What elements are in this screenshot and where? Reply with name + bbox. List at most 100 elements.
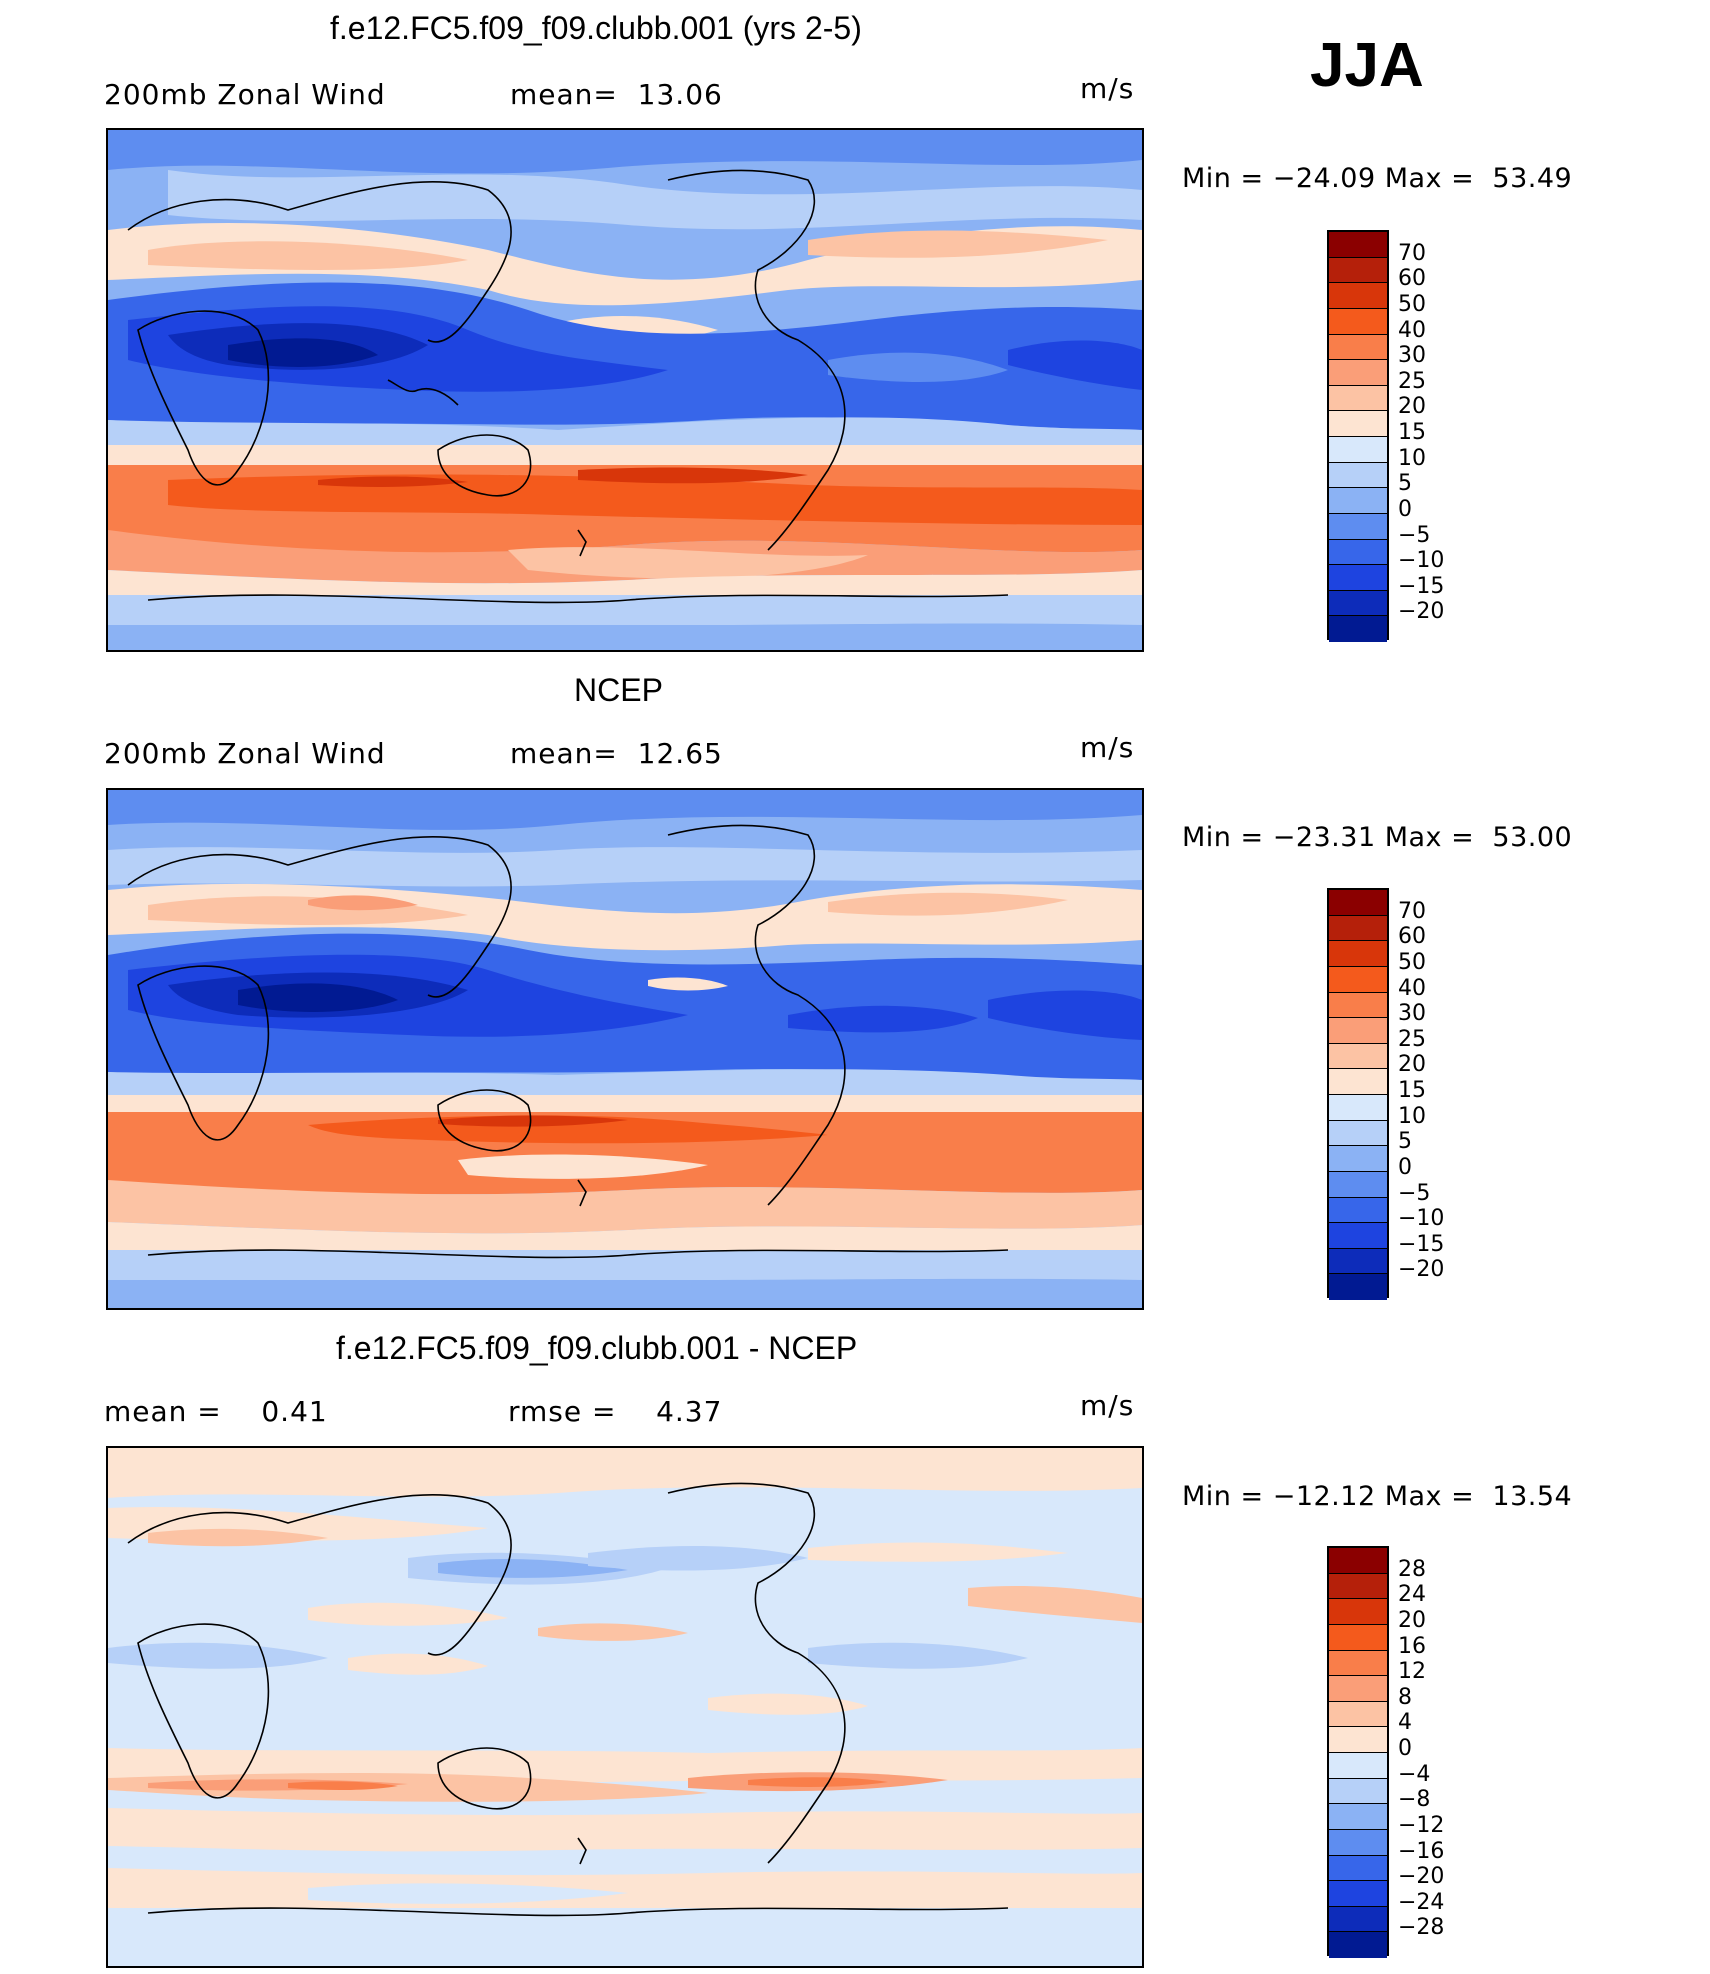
panel-1-colorbar-swatch [1329, 411, 1387, 437]
panel-2-units: m/s [1080, 731, 1135, 764]
colorbar-tick-label: 25 [1398, 1026, 1426, 1052]
panel-3-colorbar-swatch [1329, 1906, 1387, 1933]
panel-1-units: m/s [1080, 72, 1135, 105]
panel-2-colorbar-swatch [1329, 1043, 1387, 1070]
colorbar-tick-label: 70 [1398, 898, 1426, 924]
colorbar-tick-label: 40 [1398, 317, 1426, 343]
colorbar-tick-label: 30 [1398, 343, 1426, 369]
panel-3-colorbar-swatch [1329, 1727, 1387, 1753]
panel-3-colorbar-swatch [1329, 1701, 1387, 1728]
panel-2-colorbar-swatch [1329, 890, 1387, 916]
panel-1-contour-field [108, 130, 1142, 650]
colorbar-tick-label: 60 [1398, 924, 1426, 950]
panel-2-colorbar [1327, 888, 1389, 1300]
panel-3-colorbar-swatch [1329, 1855, 1387, 1882]
panel-1-colorbar-swatch [1329, 590, 1387, 617]
panel-2-colorbar-swatch [1329, 1120, 1387, 1147]
panel-2-colorbar-swatch [1329, 992, 1387, 1019]
panel-1-title: f.e12.FC5.f09_f09.clubb.001 (yrs 2-5) [330, 10, 862, 46]
colorbar-tick-label: 15 [1398, 1078, 1426, 1103]
panel-3-contour-field [108, 1448, 1142, 1966]
panel-2-colorbar-swatch [1329, 1146, 1387, 1172]
panel-2-colorbar-swatch [1329, 1095, 1387, 1121]
colorbar-tick-label: 24 [1398, 1582, 1426, 1608]
colorbar-tick-label: 0 [1398, 1154, 1412, 1180]
panel-2-colorbar-swatch [1329, 1069, 1387, 1095]
colorbar-tick-label: −20 [1398, 599, 1445, 625]
panel-1-colorbar-swatch [1329, 283, 1387, 309]
colorbar-tick-label: 16 [1398, 1633, 1426, 1659]
colorbar-tick-label: 30 [1398, 1001, 1426, 1027]
panel-1-colorbar-swatch [1329, 565, 1387, 591]
panel-3-colorbar-swatch [1329, 1676, 1387, 1702]
panel-1-mean-label: mean= 13.06 [510, 78, 723, 111]
panel-3-colorbar-swatch [1329, 1778, 1387, 1805]
panel-3-title: f.e12.FC5.f09_f09.clubb.001 - NCEP [336, 1330, 858, 1366]
panel-1-colorbar-swatch [1329, 232, 1387, 258]
colorbar-tick-label: −15 [1398, 1231, 1445, 1257]
panel-2-variable-label: 200mb Zonal Wind [104, 737, 386, 770]
panel-1-variable-label: 200mb Zonal Wind [104, 78, 386, 111]
panel-1-colorbar [1327, 230, 1389, 642]
panel-2-map [106, 788, 1144, 1310]
panel-1-colorbar-swatch [1329, 308, 1387, 335]
colorbar-tick-label: −4 [1398, 1761, 1431, 1787]
panel-3-colorbar-swatch [1329, 1829, 1387, 1856]
colorbar-tick-label: 28 [1398, 1556, 1426, 1582]
colorbar-tick-label: −5 [1398, 1180, 1431, 1206]
season-label: JJA [1310, 31, 1424, 100]
panel-3-colorbar-swatch [1329, 1573, 1387, 1600]
colorbar-tick-label: 20 [1398, 394, 1426, 420]
panel-3-mean-label: mean = 0.41 [104, 1395, 328, 1428]
panel-2-colorbar-swatch [1329, 1197, 1387, 1224]
colorbar-tick-label: −5 [1398, 522, 1431, 548]
panel-3-colorbar-swatch [1329, 1753, 1387, 1779]
colorbar-tick-label: −24 [1398, 1889, 1445, 1915]
colorbar-tick-label: 60 [1398, 266, 1426, 292]
colorbar-tick-label: 12 [1398, 1659, 1426, 1685]
panel-3-colorbar-swatch [1329, 1624, 1387, 1651]
colorbar-tick-label: 20 [1398, 1607, 1426, 1633]
colorbar-tick-label: −15 [1398, 573, 1445, 599]
panel-2-minmax: Min = −23.31 Max = 53.00 [1182, 822, 1573, 853]
panel-3-rmse-label: rmse = 4.37 [508, 1395, 723, 1428]
panel-1-colorbar-swatch [1329, 462, 1387, 489]
panel-2-colorbar-swatch [1329, 1171, 1387, 1198]
colorbar-tick-label: −20 [1398, 1864, 1445, 1890]
panel-2-colorbar-swatch [1329, 941, 1387, 967]
colorbar-tick-label: 70 [1398, 240, 1426, 266]
colorbar-tick-label: −12 [1398, 1812, 1445, 1838]
colorbar-tick-label: 25 [1398, 368, 1426, 394]
panel-1-colorbar-swatch [1329, 360, 1387, 386]
panel-3-colorbar-swatch [1329, 1599, 1387, 1625]
colorbar-tick-label: 10 [1398, 1103, 1426, 1129]
panel-1-colorbar-swatch [1329, 513, 1387, 540]
panel-3-map [106, 1446, 1144, 1968]
panel-1-colorbar-swatch [1329, 385, 1387, 412]
colorbar-tick-label: 4 [1398, 1710, 1412, 1736]
panel-3-colorbar-swatch [1329, 1804, 1387, 1830]
panel-2-colorbar-swatch [1329, 966, 1387, 993]
panel-2-contour-field [108, 790, 1142, 1308]
colorbar-tick-label: −10 [1398, 548, 1445, 574]
panel-3-colorbar-swatch [1329, 1650, 1387, 1677]
colorbar-tick-label: 5 [1398, 471, 1412, 497]
panel-1-colorbar-swatch [1329, 539, 1387, 566]
panel-2-colorbar-swatch [1329, 1018, 1387, 1044]
panel-3-colorbar-swatch [1329, 1932, 1387, 1958]
panel-1-colorbar-swatch [1329, 437, 1387, 463]
panel-2-title: NCEP [574, 672, 663, 708]
panel-3-colorbar-swatch [1329, 1548, 1387, 1574]
colorbar-tick-label: 10 [1398, 445, 1426, 471]
colorbar-tick-label: 50 [1398, 291, 1426, 317]
panel-3-units: m/s [1080, 1389, 1135, 1422]
colorbar-tick-label: −8 [1398, 1787, 1431, 1813]
colorbar-tick-label: 0 [1398, 1736, 1412, 1761]
panel-2-colorbar-swatch [1329, 1223, 1387, 1249]
panel-1-colorbar-swatch [1329, 488, 1387, 514]
colorbar-tick-label: 50 [1398, 949, 1426, 975]
colorbar-tick-label: 8 [1398, 1684, 1412, 1710]
colorbar-tick-label: 15 [1398, 420, 1426, 445]
colorbar-tick-label: 20 [1398, 1052, 1426, 1078]
panel-1-colorbar-swatch [1329, 616, 1387, 642]
